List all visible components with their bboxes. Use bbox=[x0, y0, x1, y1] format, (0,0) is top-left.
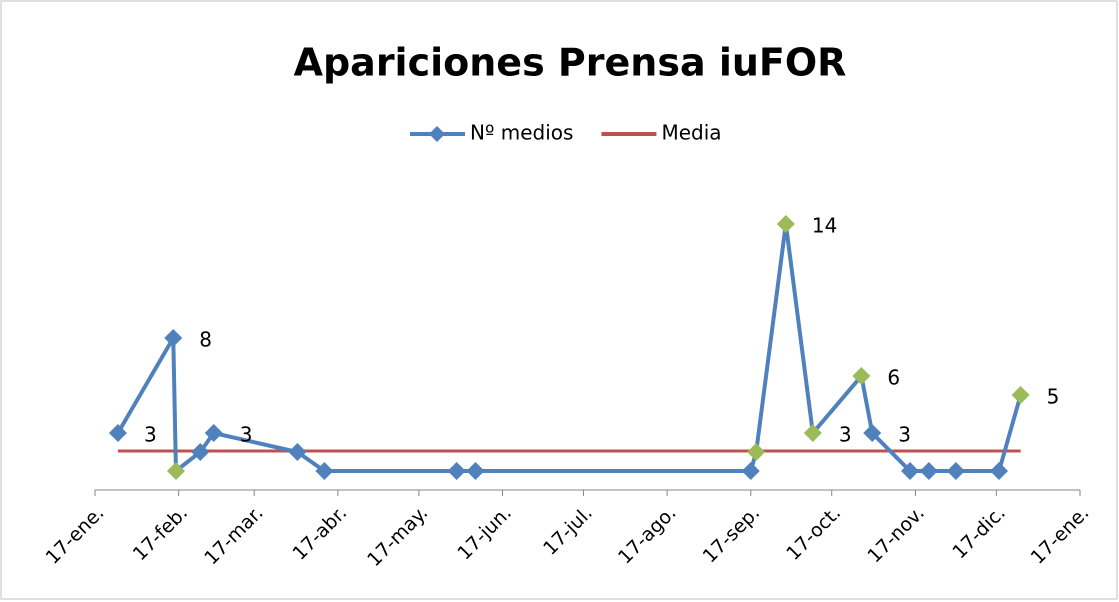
marker bbox=[108, 424, 127, 442]
marker bbox=[747, 443, 766, 461]
marker bbox=[166, 462, 185, 480]
legend-label: Nº medios bbox=[470, 121, 573, 145]
legend-marker bbox=[429, 126, 445, 142]
marker bbox=[946, 462, 965, 480]
data-label: 3 bbox=[898, 423, 911, 447]
data-label: 8 bbox=[199, 328, 212, 352]
data-label: 6 bbox=[887, 366, 900, 390]
marker bbox=[164, 329, 183, 347]
data-label: 5 bbox=[1047, 385, 1060, 409]
marker bbox=[204, 424, 223, 442]
marker bbox=[288, 443, 307, 461]
data-label: 14 bbox=[812, 214, 837, 238]
marker bbox=[1011, 386, 1030, 404]
data-label: 3 bbox=[839, 423, 852, 447]
data-label: 3 bbox=[240, 423, 253, 447]
marker bbox=[863, 424, 882, 442]
marker bbox=[466, 462, 485, 480]
marker bbox=[803, 424, 822, 442]
legend-item: Nº medios bbox=[410, 121, 573, 145]
marker bbox=[447, 462, 466, 480]
legend-item: Media bbox=[601, 121, 722, 145]
marker bbox=[900, 462, 919, 480]
marker bbox=[776, 215, 795, 233]
chart-title: Apariciones Prensa iuFOR bbox=[294, 41, 847, 85]
legend-label: Media bbox=[661, 121, 721, 145]
marker bbox=[919, 462, 938, 480]
marker bbox=[990, 462, 1009, 480]
marker bbox=[191, 443, 210, 461]
data-label: 3 bbox=[144, 423, 157, 447]
marker bbox=[852, 367, 871, 385]
marker bbox=[315, 462, 334, 480]
marker bbox=[741, 462, 760, 480]
